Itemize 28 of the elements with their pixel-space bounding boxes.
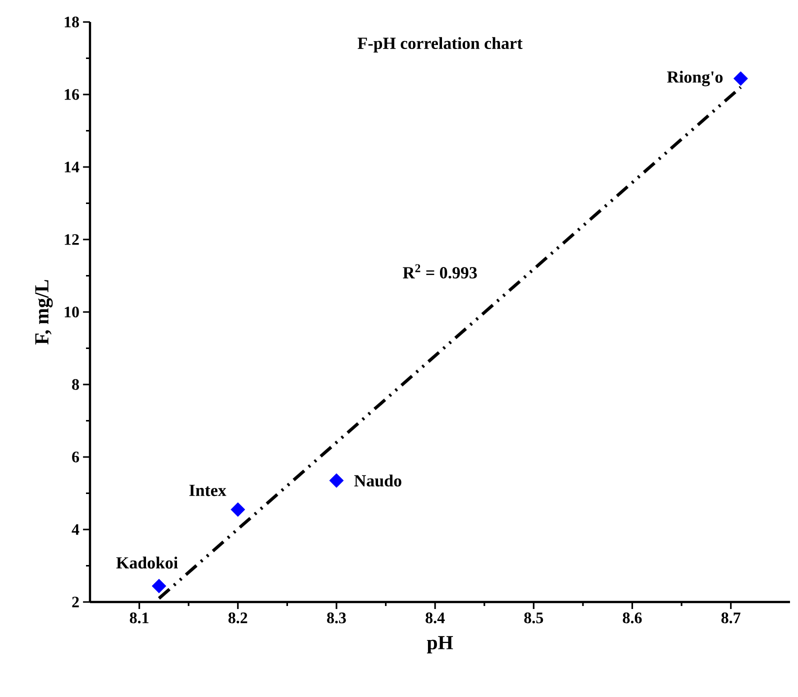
point bbox=[230, 502, 246, 517]
y-tick-label: 6 bbox=[72, 452, 80, 462]
y-tick-label: 8 bbox=[72, 379, 79, 390]
annotation: Kadokoi bbox=[116, 556, 178, 569]
y-tick-label: 12 bbox=[64, 234, 79, 245]
point bbox=[733, 71, 748, 86]
x-tick-label: 8.6 bbox=[622, 612, 642, 624]
text: F-pH correlation chart bbox=[358, 37, 523, 52]
x-tick-label: 8.3 bbox=[327, 612, 346, 624]
annotation: Intex bbox=[189, 484, 226, 496]
x-tick-label: 8.5 bbox=[524, 612, 544, 624]
y-tick-label: 4 bbox=[72, 524, 80, 535]
annotation: R$^{2}$ = 0.993 bbox=[402, 264, 477, 279]
x-tick-label: 8.1 bbox=[130, 612, 148, 624]
y-tick-label: 14 bbox=[64, 162, 80, 172]
x-tick-label: 8.7 bbox=[721, 612, 740, 624]
y-tick-label: 16 bbox=[64, 89, 80, 100]
point bbox=[152, 578, 166, 594]
x-axis-title: pH bbox=[426, 636, 453, 654]
x-tick-label: 8.2 bbox=[228, 612, 248, 624]
annotation: Riong'o bbox=[667, 70, 723, 86]
annotation: Naudo bbox=[354, 474, 402, 487]
y-axis-title: F, mg/L bbox=[35, 280, 53, 344]
x-tick-label: 8.4 bbox=[426, 612, 445, 624]
y-tick-label: 10 bbox=[64, 306, 79, 318]
y-tick-label: 2 bbox=[72, 596, 79, 608]
y-tick-label: 18 bbox=[64, 16, 79, 28]
point bbox=[329, 473, 344, 488]
